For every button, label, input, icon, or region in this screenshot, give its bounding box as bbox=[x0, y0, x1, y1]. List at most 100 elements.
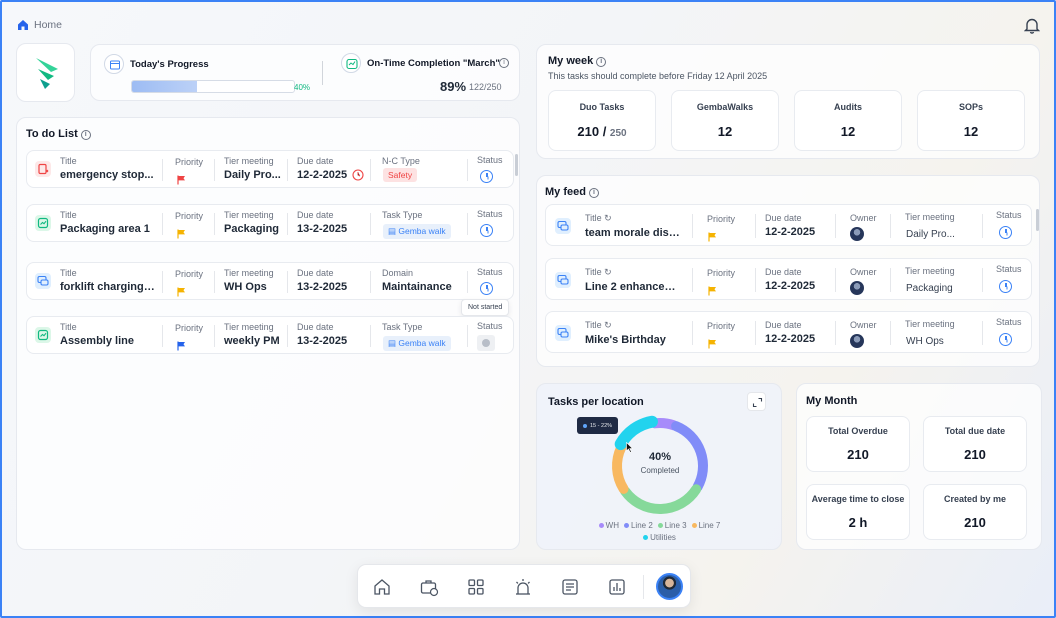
status-clock-icon[interactable] bbox=[999, 333, 1012, 346]
status-not-started-icon[interactable] bbox=[477, 335, 495, 351]
priority-flag-icon bbox=[177, 338, 186, 351]
todo-row[interactable]: Title forklift charging s... Priority Tier … bbox=[26, 262, 514, 300]
status-label: Status bbox=[477, 267, 503, 277]
tile-label: Duo Tasks bbox=[579, 102, 625, 112]
user-avatar[interactable] bbox=[656, 573, 683, 600]
repeat-icon: ↻ bbox=[604, 213, 612, 223]
owner-avatar[interactable] bbox=[850, 227, 864, 241]
divider bbox=[982, 321, 983, 345]
progress-bar bbox=[131, 80, 295, 93]
month-tile[interactable]: Total due date 210 bbox=[923, 416, 1027, 472]
divider bbox=[692, 214, 693, 238]
priority-label: Priority bbox=[175, 211, 204, 221]
tile-label: SOPs bbox=[958, 102, 983, 112]
todo-row[interactable]: Title emergency stop... Priority Tier meeti… bbox=[26, 150, 514, 188]
info-icon[interactable]: i bbox=[596, 57, 607, 67]
todo-title: To do List i bbox=[26, 128, 91, 140]
expand-button[interactable] bbox=[747, 392, 766, 411]
info-icon[interactable]: i bbox=[588, 188, 599, 198]
nav-document-icon[interactable] bbox=[560, 577, 580, 597]
priority-label: Priority bbox=[175, 157, 204, 167]
legend-item[interactable]: Utilities bbox=[643, 533, 676, 542]
owner-avatar[interactable] bbox=[850, 281, 864, 295]
legend-swatch bbox=[657, 523, 663, 528]
field-label: Due date bbox=[297, 268, 334, 278]
bell-icon[interactable] bbox=[1024, 17, 1040, 34]
tile-value: 12 bbox=[840, 124, 856, 139]
field-value: Packaging bbox=[224, 223, 280, 235]
nav-grid-icon[interactable] bbox=[466, 577, 486, 597]
priority-label: Priority bbox=[707, 214, 736, 224]
feed-row[interactable]: Title ↻ team morale disc... Priority Due da… bbox=[545, 204, 1032, 246]
location-donut-chart[interactable] bbox=[605, 411, 715, 521]
week-tile[interactable]: Duo Tasks 210 / 250 bbox=[548, 90, 656, 151]
feed-row[interactable]: Title ↻ Mike's Birthday Priority Due date 12… bbox=[545, 311, 1032, 353]
status-clock-icon[interactable] bbox=[999, 280, 1012, 293]
tile-value: 210 bbox=[964, 515, 986, 530]
nav-divider bbox=[643, 575, 644, 599]
progress-card: Today's Progress 40% On-Time Completion … bbox=[90, 44, 520, 101]
task-type-badge: ▤ Gemba walk bbox=[383, 336, 451, 351]
tile-label: Average time to close bbox=[811, 494, 905, 504]
divider bbox=[214, 325, 215, 347]
priority-flag-icon bbox=[177, 284, 186, 297]
month-tile[interactable]: Created by me 210 bbox=[923, 484, 1027, 540]
tile-value: 12 bbox=[717, 124, 733, 139]
donut-slice-line-2[interactable] bbox=[671, 421, 708, 493]
donut-slice-line-7[interactable] bbox=[612, 442, 629, 494]
legend-item[interactable]: WH bbox=[598, 521, 619, 530]
check-chart-icon bbox=[341, 53, 361, 73]
divider bbox=[370, 213, 371, 235]
todo-scrollbar[interactable] bbox=[515, 154, 518, 176]
divider bbox=[467, 213, 468, 235]
donut-slice-line-3[interactable] bbox=[619, 484, 702, 514]
month-tile[interactable]: Average time to close 2 h bbox=[806, 484, 910, 540]
divider bbox=[890, 321, 891, 345]
home-breadcrumb[interactable]: Home bbox=[17, 18, 62, 32]
legend-item[interactable]: Line 7 bbox=[691, 521, 720, 530]
week-tile[interactable]: Audits 12 bbox=[794, 90, 902, 151]
status-clock-icon[interactable] bbox=[999, 226, 1012, 239]
divider bbox=[287, 159, 288, 181]
info-icon[interactable]: i bbox=[80, 130, 91, 140]
info-icon[interactable]: i bbox=[499, 58, 509, 68]
week-tile[interactable]: GembaWalks 12 bbox=[671, 90, 779, 151]
divider bbox=[322, 61, 323, 85]
nav-alarm-icon[interactable] bbox=[513, 577, 533, 597]
todo-row[interactable]: Title Packaging area 1 Priority Tier meetin… bbox=[26, 204, 514, 242]
feed-scrollbar[interactable] bbox=[1036, 209, 1039, 231]
field-label: Tier meeting bbox=[905, 212, 955, 222]
donut-slice-utilities[interactable] bbox=[614, 415, 658, 451]
divider bbox=[467, 271, 468, 293]
myweek-title: My week i bbox=[548, 55, 607, 67]
todo-row[interactable]: Title Assembly line Priority Tier meeting we… bbox=[26, 316, 514, 354]
feed-title-value: Mike's Birthday bbox=[585, 334, 666, 346]
owner-avatar[interactable] bbox=[850, 334, 864, 348]
nav-chart-icon[interactable] bbox=[607, 577, 627, 597]
nav-briefcase-clock-icon[interactable] bbox=[419, 577, 439, 597]
week-tile[interactable]: SOPs 12 bbox=[917, 90, 1025, 151]
feed-title-text: My feed bbox=[545, 186, 586, 198]
field-value: forklift charging s... bbox=[60, 281, 155, 293]
field-label: Due date bbox=[297, 156, 334, 166]
donut-center-label: Completed bbox=[640, 466, 680, 475]
owner-label: Owner bbox=[850, 213, 877, 223]
month-tile[interactable]: Total Overdue 210 bbox=[806, 416, 910, 472]
overdue-clock-icon bbox=[352, 169, 364, 181]
status-label: Status bbox=[477, 321, 503, 331]
repeat-icon: ↻ bbox=[604, 267, 612, 277]
nav-home-icon[interactable] bbox=[372, 577, 392, 597]
feed-row[interactable]: Title ↻ Line 2 enhancem... Priority Due dat… bbox=[545, 258, 1032, 300]
progress-bar-fill bbox=[132, 81, 197, 92]
status-clock-icon[interactable] bbox=[480, 224, 493, 237]
field-value: 12-2-2025 bbox=[297, 169, 348, 181]
task-icon bbox=[35, 215, 51, 231]
legend-item[interactable]: Line 2 bbox=[623, 521, 653, 530]
field-value: WH Ops bbox=[224, 281, 267, 293]
location-title: Tasks per location bbox=[548, 396, 644, 408]
divider bbox=[755, 214, 756, 238]
status-clock-icon[interactable] bbox=[480, 170, 493, 183]
chat-icon bbox=[555, 218, 571, 234]
status-clock-icon[interactable] bbox=[480, 282, 493, 295]
legend-item[interactable]: Line 3 bbox=[657, 521, 687, 530]
